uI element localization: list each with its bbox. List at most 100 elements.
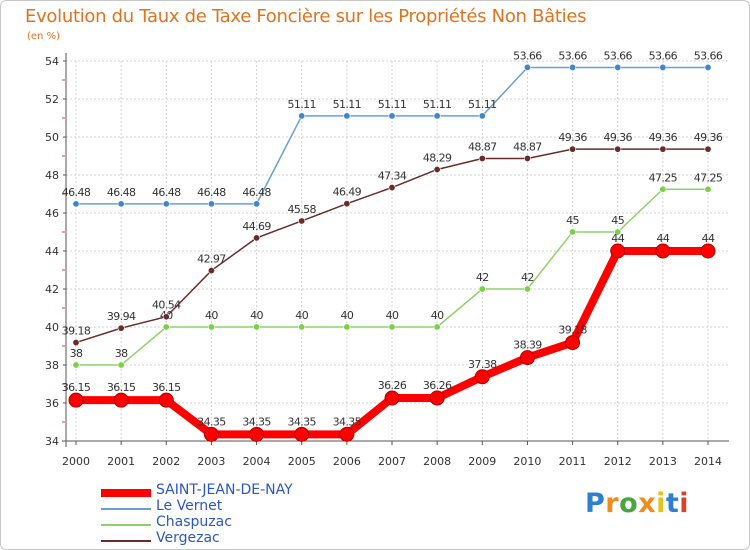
data-label: 44 <box>656 232 669 245</box>
x-tick-label: 2004 <box>243 455 271 468</box>
data-point <box>343 323 351 331</box>
y-tick-label: 40 <box>45 321 59 334</box>
data-point <box>478 154 486 162</box>
y-tick-label: 42 <box>45 283 59 296</box>
y-tick-label: 44 <box>45 245 59 258</box>
data-point <box>343 112 351 120</box>
data-label: 48.29 <box>423 151 452 164</box>
data-label: 39.18 <box>558 324 587 337</box>
data-point <box>523 285 531 293</box>
x-tick-label: 2008 <box>423 455 451 468</box>
data-label: 36.26 <box>378 379 407 392</box>
y-tick-label: 38 <box>45 359 59 372</box>
data-label: 34.35 <box>333 415 362 428</box>
series-vergezac: 39.18 39.94 40.54 42.97 44.69 45.58 46.49 47.34… <box>62 131 723 347</box>
y-tick-labels: 34 36 38 40 42 44 46 48 50 52 54 <box>45 55 59 448</box>
data-point <box>474 369 490 385</box>
x-tick-label: 2006 <box>333 455 361 468</box>
data-label: 40 <box>250 309 263 322</box>
data-label: 34.35 <box>287 415 316 428</box>
x-tick-label: 2002 <box>152 455 180 468</box>
logo-letter: t <box>665 488 680 519</box>
legend-label-saint-jean-de-nay: SAINT-JEAN-DE-NAY <box>156 482 293 498</box>
data-point <box>162 313 170 321</box>
x-tick-label: 2007 <box>378 455 406 468</box>
data-label: 40 <box>340 309 353 322</box>
data-point <box>523 154 531 162</box>
legend-swatch-vergezac <box>101 540 151 542</box>
y-tick-label: 50 <box>45 131 59 144</box>
x-tick-label: 2010 <box>513 455 541 468</box>
data-point <box>298 323 306 331</box>
data-point <box>162 200 170 208</box>
data-label: 40 <box>205 309 218 322</box>
data-label: 47.25 <box>694 171 723 184</box>
data-point <box>253 200 261 208</box>
data-label: 53.66 <box>603 49 632 62</box>
data-label: 48.87 <box>513 140 542 153</box>
data-point <box>388 184 396 192</box>
data-point <box>72 361 80 369</box>
data-point <box>68 392 84 408</box>
logo-letter: r <box>605 488 620 519</box>
data-point <box>117 200 125 208</box>
data-label: 53.66 <box>513 49 542 62</box>
proxiti-logo: Proxiti <box>585 488 689 519</box>
data-point <box>339 426 355 442</box>
data-point <box>72 339 80 347</box>
data-label: 36.26 <box>423 379 452 392</box>
legend-swatch-le-vernet <box>101 508 151 510</box>
data-label: 39.18 <box>62 325 91 338</box>
data-point <box>569 63 577 71</box>
data-label: 40 <box>431 309 444 322</box>
data-label: 49.36 <box>694 131 723 144</box>
data-label: 49.36 <box>603 131 632 144</box>
data-label: 46.48 <box>107 186 136 199</box>
data-label: 36.15 <box>62 381 91 394</box>
x-tick-label: 2005 <box>288 455 316 468</box>
data-label: 42 <box>476 271 489 284</box>
data-label: 38 <box>115 347 128 360</box>
data-label: 38 <box>70 347 83 360</box>
logo-letter: o <box>619 488 639 519</box>
data-point <box>614 145 622 153</box>
data-point <box>388 323 396 331</box>
legend-swatch-chaspuzac <box>101 524 151 526</box>
data-point <box>207 200 215 208</box>
data-point <box>162 323 170 331</box>
data-point <box>700 243 716 259</box>
series-saint-jean-de-nay: 36.15 36.15 36.15 34.35 34.35 34.35 34.35 36.26… <box>62 232 716 442</box>
data-point <box>659 185 667 193</box>
series-le-vernet: 46.48 46.48 46.48 46.48 46.48 51.11 51.11 51.11… <box>62 49 723 208</box>
data-point <box>569 228 577 236</box>
data-label: 46.49 <box>333 186 362 199</box>
data-label: 37.38 <box>468 358 497 371</box>
logo-letter: P <box>585 488 606 519</box>
data-point <box>478 285 486 293</box>
data-point <box>207 323 215 331</box>
y-tick-label: 52 <box>45 93 59 106</box>
x-tick-label: 2011 <box>559 455 587 468</box>
y-tick-label: 46 <box>45 207 59 220</box>
legend-label-chaspuzac: Chaspuzac <box>156 514 232 530</box>
data-label: 51.11 <box>287 98 316 111</box>
data-label: 46.48 <box>152 186 181 199</box>
data-point <box>253 234 261 242</box>
data-point <box>704 185 712 193</box>
data-point <box>565 335 581 351</box>
y-tick-label: 54 <box>45 55 59 68</box>
data-point <box>117 361 125 369</box>
legend-label-le-vernet: Le Vernet <box>156 498 223 514</box>
data-label: 53.66 <box>558 49 587 62</box>
y-tick-label: 34 <box>45 435 59 448</box>
data-label: 38.39 <box>513 339 542 352</box>
data-label: 47.34 <box>378 170 407 183</box>
data-point <box>384 390 400 406</box>
data-label: 46.48 <box>62 186 91 199</box>
data-point <box>704 63 712 71</box>
data-point <box>433 165 441 173</box>
x-tick-label: 2003 <box>197 455 225 468</box>
data-label: 45 <box>611 214 624 227</box>
